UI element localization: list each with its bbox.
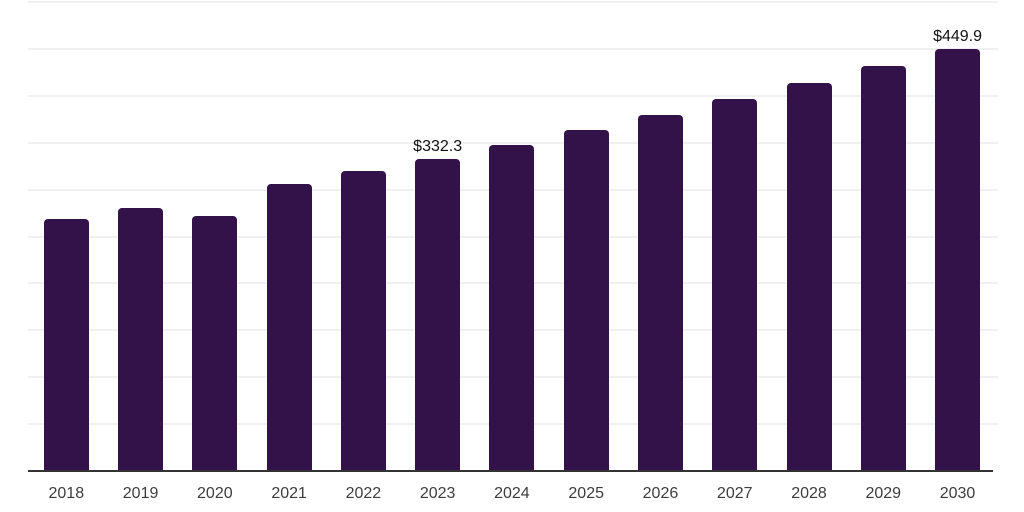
gridline-250 bbox=[28, 235, 998, 238]
bar-2019 bbox=[118, 207, 164, 471]
gridline-150 bbox=[28, 329, 998, 332]
x-tick-label-2024: 2024 bbox=[494, 485, 530, 502]
data-label-2030: $449.9 bbox=[933, 27, 982, 45]
bar-2027 bbox=[712, 99, 758, 471]
gridline-450 bbox=[28, 47, 998, 50]
bar-2024 bbox=[489, 145, 535, 471]
gridline-500 bbox=[28, 1, 998, 3]
bar-2030 bbox=[935, 48, 981, 471]
x-tick-label-2022: 2022 bbox=[345, 485, 382, 502]
x-tick-label-2030: 2030 bbox=[939, 485, 976, 502]
bar-2025 bbox=[563, 130, 609, 471]
x-tick-label-2029: 2029 bbox=[865, 485, 902, 502]
bar-2028 bbox=[786, 82, 832, 471]
gridline-200 bbox=[28, 282, 998, 285]
gridline-100 bbox=[28, 376, 998, 379]
bar-2021 bbox=[266, 183, 312, 471]
x-tick-label-2026: 2026 bbox=[642, 485, 679, 502]
gridline-400 bbox=[28, 94, 998, 97]
gridline-50 bbox=[28, 423, 998, 426]
bar-2018 bbox=[43, 218, 89, 471]
bar-2020 bbox=[192, 216, 238, 471]
bar-2026 bbox=[637, 115, 683, 471]
x-tick-label-2027: 2027 bbox=[716, 485, 753, 502]
x-tick-label-2021: 2021 bbox=[271, 485, 307, 502]
bar-2029 bbox=[860, 66, 906, 471]
bar-2022 bbox=[340, 171, 386, 471]
bar-2023 bbox=[415, 159, 461, 471]
x-tick-label-2020: 2020 bbox=[197, 485, 233, 502]
x-tick-label-2028: 2028 bbox=[791, 485, 827, 502]
data-label-2023: $332.3 bbox=[413, 138, 463, 156]
x-tick-label-2019: 2019 bbox=[122, 485, 159, 502]
gridline-350 bbox=[28, 141, 998, 144]
x-tick-label-2025: 2025 bbox=[568, 485, 604, 502]
x-tick-label-2018: 2018 bbox=[48, 485, 85, 502]
x-axis-line bbox=[28, 470, 993, 472]
gridline-300 bbox=[28, 188, 998, 191]
x-tick-label-2023: 2023 bbox=[419, 485, 456, 502]
